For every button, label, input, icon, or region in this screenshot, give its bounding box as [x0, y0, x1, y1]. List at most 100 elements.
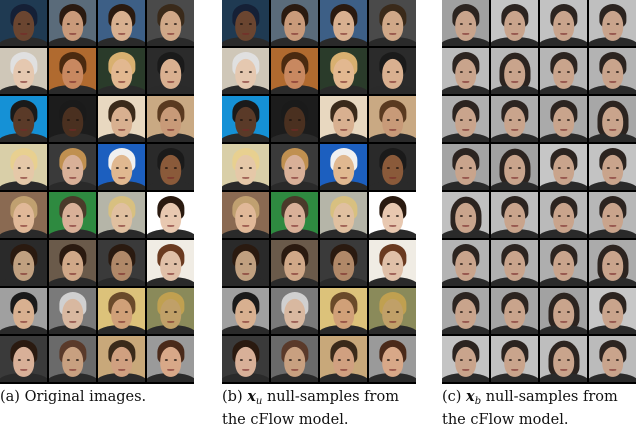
face-image: [147, 192, 194, 238]
face-image: [49, 288, 96, 334]
face-image: [147, 0, 194, 46]
face-image: [589, 48, 636, 94]
face-grid-xb: [442, 0, 636, 384]
face-image: [491, 96, 538, 142]
face-image: [98, 288, 145, 334]
face-image: [147, 288, 194, 334]
face-image: [49, 96, 96, 142]
caption-text-line1: null-samples from: [266, 389, 399, 405]
caption-math-subscript: u: [255, 396, 263, 407]
face-image: [0, 48, 47, 94]
face-image: [540, 96, 587, 142]
face-image: [0, 192, 47, 238]
face-grid-original: [0, 0, 194, 384]
face-image: [271, 336, 318, 382]
face-image: [320, 240, 367, 286]
face-image: [98, 48, 145, 94]
face-image: [589, 144, 636, 190]
face-image: [369, 144, 416, 190]
face-image: [49, 192, 96, 238]
face-image: [49, 48, 96, 94]
face-image: [0, 288, 47, 334]
caption-xb: (c) xb null-samples from the cFlow model…: [442, 388, 636, 429]
face-image: [491, 288, 538, 334]
face-image: [369, 336, 416, 382]
face-image: [271, 96, 318, 142]
face-image: [0, 336, 47, 382]
face-image: [49, 240, 96, 286]
face-image: [491, 144, 538, 190]
face-image: [147, 240, 194, 286]
face-image: [147, 48, 194, 94]
face-image: [442, 240, 489, 286]
face-image: [222, 288, 269, 334]
face-image: [320, 288, 367, 334]
caption-text-line1: null-samples from: [485, 389, 618, 405]
panel-original: (a) Original images.: [0, 0, 194, 405]
face-image: [320, 336, 367, 382]
face-image: [49, 0, 96, 46]
face-grid-xu: [222, 0, 416, 384]
face-image: [589, 288, 636, 334]
panel-xu-null-samples: (b) xu null-samples from the cFlow model…: [222, 0, 416, 428]
face-image: [271, 0, 318, 46]
face-image: [540, 192, 587, 238]
caption-math-symbol: x: [247, 388, 256, 405]
face-image: [147, 96, 194, 142]
face-image: [589, 0, 636, 46]
face-image: [442, 0, 489, 46]
face-image: [540, 48, 587, 94]
face-image: [98, 144, 145, 190]
face-image: [540, 288, 587, 334]
face-image: [49, 336, 96, 382]
caption-xu: (b) xu null-samples from the cFlow model…: [222, 388, 416, 429]
face-image: [369, 48, 416, 94]
face-image: [369, 240, 416, 286]
face-image: [369, 96, 416, 142]
face-image: [491, 240, 538, 286]
face-image: [0, 144, 47, 190]
face-image: [222, 0, 269, 46]
face-image: [271, 144, 318, 190]
face-image: [222, 240, 269, 286]
face-image: [442, 96, 489, 142]
face-image: [0, 240, 47, 286]
face-image: [442, 144, 489, 190]
face-image: [0, 96, 47, 142]
face-image: [98, 96, 145, 142]
face-image: [98, 336, 145, 382]
face-image: [369, 0, 416, 46]
face-image: [540, 0, 587, 46]
face-image: [98, 0, 145, 46]
face-image: [491, 0, 538, 46]
face-image: [589, 240, 636, 286]
panel-xb-null-samples: (c) xb null-samples from the cFlow model…: [442, 0, 636, 428]
face-image: [147, 144, 194, 190]
face-image: [147, 336, 194, 382]
face-image: [442, 192, 489, 238]
face-image: [222, 48, 269, 94]
face-image: [271, 192, 318, 238]
caption-text-line2: the cFlow model.: [442, 412, 569, 428]
face-image: [540, 336, 587, 382]
face-image: [320, 0, 367, 46]
face-image: [222, 144, 269, 190]
face-image: [369, 192, 416, 238]
caption-original: (a) Original images.: [0, 388, 194, 406]
face-image: [271, 288, 318, 334]
face-image: [540, 144, 587, 190]
face-image: [491, 48, 538, 94]
face-image: [0, 0, 47, 46]
caption-label: (a): [0, 389, 20, 405]
face-image: [491, 192, 538, 238]
face-image: [222, 96, 269, 142]
caption-label: (b): [222, 389, 243, 405]
face-image: [271, 240, 318, 286]
caption-label: (c): [442, 389, 462, 405]
face-image: [491, 336, 538, 382]
face-image: [271, 48, 318, 94]
face-image: [442, 48, 489, 94]
caption-math-subscript: b: [474, 396, 482, 407]
face-image: [589, 192, 636, 238]
face-image: [222, 336, 269, 382]
